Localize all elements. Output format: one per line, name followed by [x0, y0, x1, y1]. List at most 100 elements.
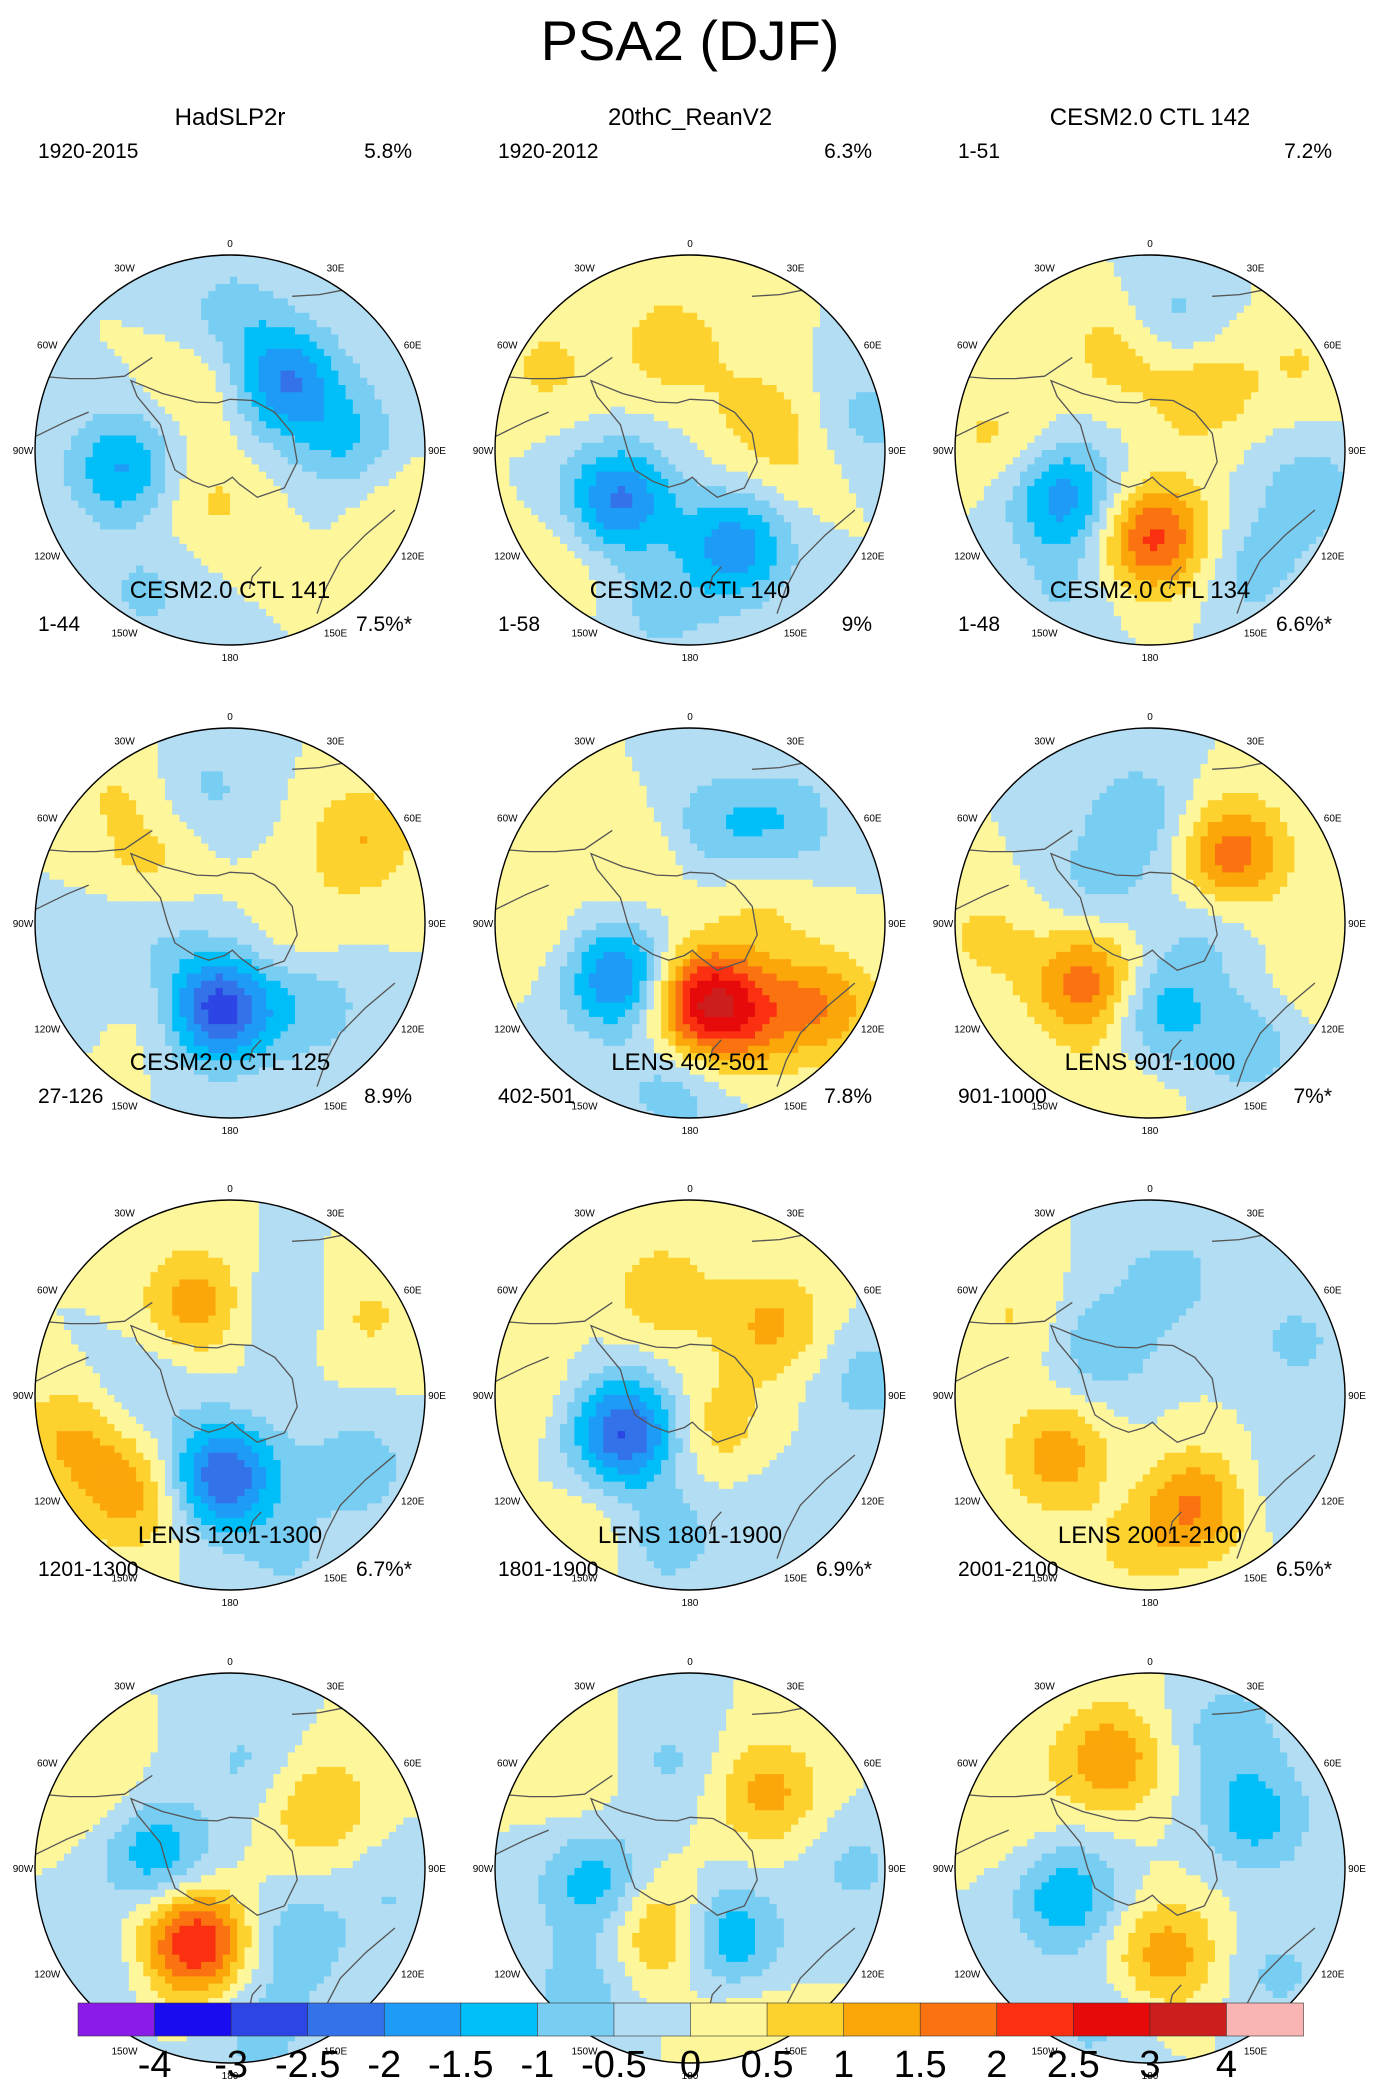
- contour-cell: [258, 565, 267, 574]
- contour-cell: [502, 435, 511, 444]
- contour-cell: [639, 312, 648, 321]
- contour-cell: [560, 392, 568, 401]
- contour-cell: [63, 536, 72, 545]
- contour-cell: [646, 529, 655, 538]
- contour-cell: [215, 385, 224, 393]
- contour-cell: [193, 356, 202, 364]
- contour-cell: [841, 493, 850, 502]
- contour-cell: [538, 442, 547, 451]
- contour-cell: [396, 406, 404, 415]
- contour-cell: [345, 341, 354, 350]
- contour-cell: [237, 464, 246, 473]
- contour-cell: [639, 413, 648, 422]
- contour-cell: [690, 334, 698, 343]
- contour-cell: [56, 493, 65, 502]
- contour-cell: [280, 399, 289, 408]
- contour-cell: [345, 320, 354, 328]
- contour-cell: [588, 493, 597, 502]
- contour-cell: [668, 421, 677, 429]
- contour-cell: [791, 356, 799, 364]
- contour-cell: [100, 515, 108, 523]
- contour-cell: [646, 428, 655, 437]
- contour-cell: [726, 298, 734, 307]
- contour-cell: [856, 522, 864, 531]
- contour-cell: [258, 348, 267, 357]
- contour-cell: [302, 385, 311, 393]
- contour-cell: [121, 608, 130, 617]
- contour-cell: [316, 334, 325, 343]
- contour-cell: [287, 291, 296, 299]
- contour-cell: [776, 421, 785, 429]
- contour-cell: [733, 413, 742, 422]
- contour-cell: [762, 305, 771, 314]
- contour-cell: [704, 399, 713, 408]
- contour-cell: [165, 551, 173, 559]
- contour-cell: [639, 558, 648, 567]
- contour-cell: [309, 298, 318, 307]
- contour-cell: [567, 464, 576, 473]
- contour-cell: [230, 255, 238, 263]
- contour-cell: [545, 334, 554, 343]
- contour-cell: [201, 464, 209, 473]
- contour-cell: [581, 341, 590, 350]
- contour-cell: [374, 457, 383, 466]
- contour-cell: [718, 435, 727, 444]
- contour-cell: [955, 421, 963, 429]
- contour-cell: [128, 500, 137, 509]
- contour-cell: [121, 551, 130, 559]
- contour-cell: [360, 486, 368, 494]
- contour-cell: [747, 580, 756, 588]
- contour-cell: [251, 341, 260, 350]
- contour-cell: [848, 399, 857, 408]
- contour-cell: [733, 399, 742, 408]
- contour-cell: [668, 601, 677, 610]
- contour-cell: [610, 529, 619, 538]
- contour-cell: [841, 377, 850, 386]
- contour-cell: [610, 450, 619, 458]
- contour-cell: [834, 334, 843, 343]
- contour-cell: [747, 594, 756, 603]
- contour-cell: [150, 594, 159, 603]
- contour-cell: [157, 334, 166, 343]
- contour-cell: [969, 370, 978, 379]
- contour-cell: [215, 421, 224, 429]
- contour-cell: [617, 413, 626, 422]
- contour-cell: [632, 616, 641, 624]
- contour-cell: [711, 478, 720, 487]
- contour-cell: [783, 291, 792, 299]
- contour-cell: [545, 529, 554, 538]
- contour-cell: [244, 327, 253, 336]
- contour-cell: [150, 392, 159, 401]
- contour-cell: [338, 450, 347, 458]
- contour-cell: [230, 428, 238, 437]
- contour-cell: [969, 471, 978, 480]
- contour-cell: [747, 348, 756, 357]
- contour-cell: [791, 421, 799, 429]
- contour-cell: [969, 507, 978, 516]
- contour-cell: [193, 558, 202, 567]
- contour-cell: [632, 399, 641, 408]
- contour-cell: [165, 580, 173, 588]
- contour-cell: [100, 298, 108, 307]
- contour-cell: [976, 385, 985, 393]
- contour-cell: [331, 522, 339, 531]
- contour-cell: [769, 435, 778, 444]
- contour-cell: [258, 262, 267, 271]
- contour-cell: [783, 327, 792, 336]
- contour-cell: [266, 385, 274, 393]
- contour-cell: [251, 348, 260, 357]
- contour-cell: [121, 413, 130, 422]
- contour-cell: [165, 464, 173, 473]
- contour-cell: [208, 623, 217, 632]
- contour-cell: [222, 637, 231, 645]
- contour-cell: [338, 348, 347, 357]
- contour-cell: [639, 283, 648, 292]
- contour-cell: [610, 471, 619, 480]
- contour-cell: [186, 406, 195, 415]
- contour-cell: [704, 637, 713, 645]
- contour-cell: [704, 616, 713, 624]
- contour-cell: [690, 543, 698, 552]
- contour-cell: [179, 572, 188, 581]
- contour-cell: [85, 406, 94, 415]
- contour-cell: [646, 594, 655, 603]
